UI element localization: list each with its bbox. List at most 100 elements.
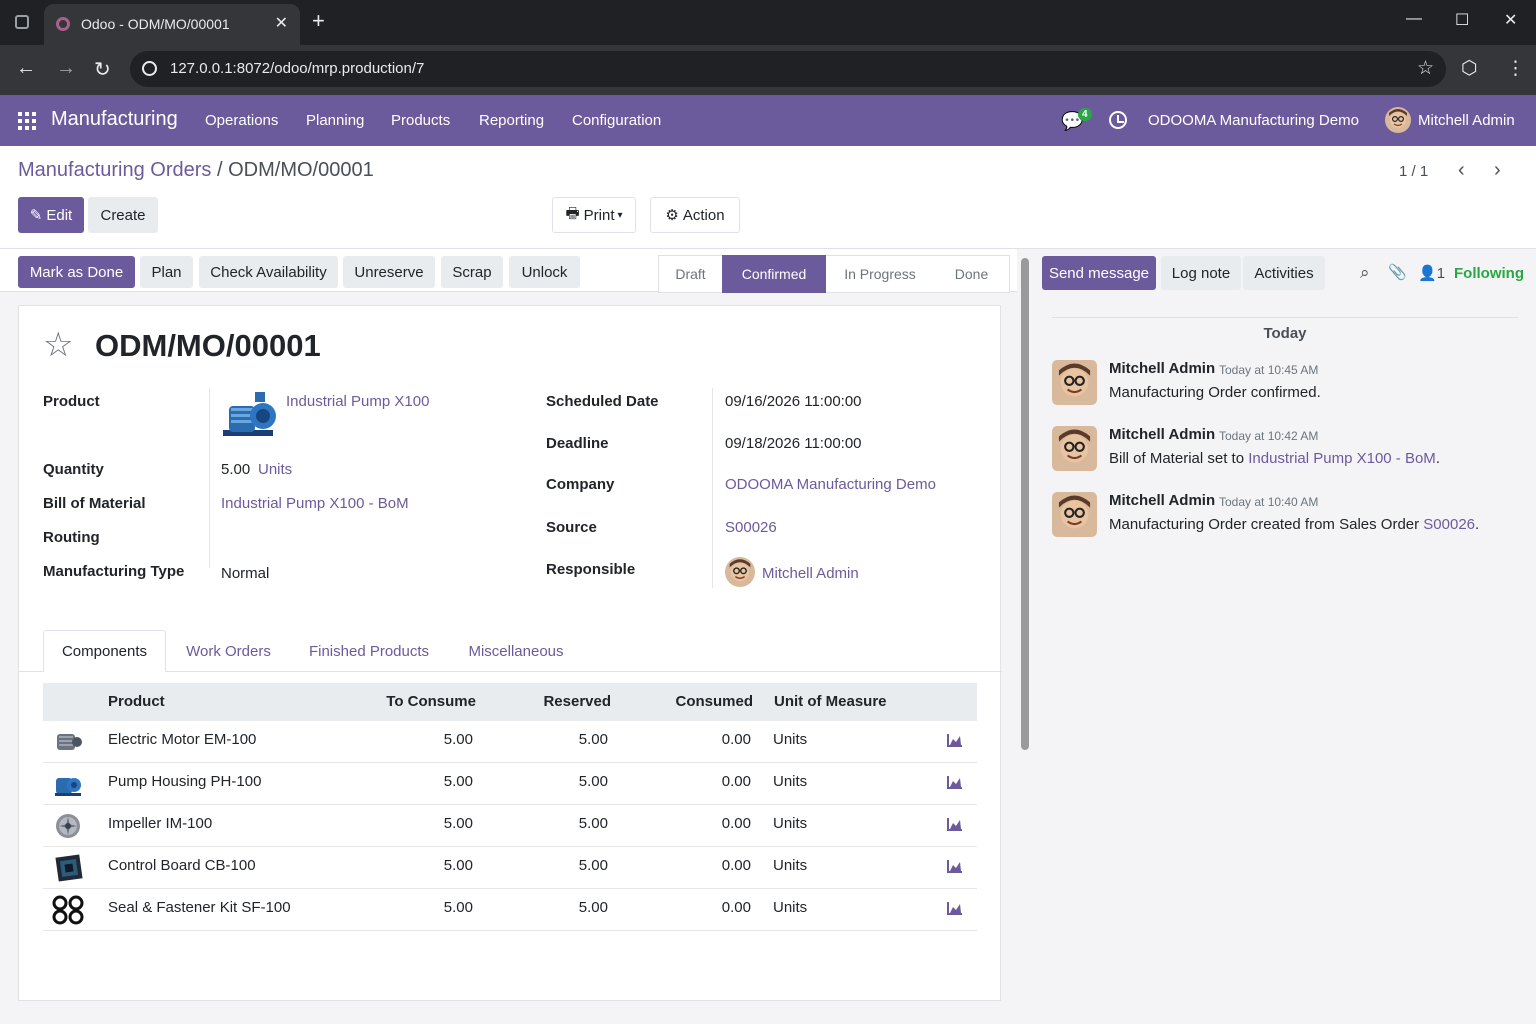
product-image[interactable] bbox=[221, 390, 277, 442]
menu-operations[interactable]: Operations bbox=[205, 112, 279, 129]
col-to-consume[interactable]: To Consume bbox=[386, 693, 476, 710]
url-text: 127.0.0.1:8072/odoo/mrp.production/7 bbox=[170, 60, 425, 77]
forecast-chart-icon[interactable] bbox=[947, 859, 963, 873]
minimize-icon[interactable]: — bbox=[1406, 10, 1422, 27]
table-row[interactable]: Seal & Fastener Kit SF-100 5.00 5.00 0.0… bbox=[43, 889, 977, 931]
forecast-chart-icon[interactable] bbox=[947, 901, 963, 915]
pager-value[interactable]: 1 / 1 bbox=[1399, 163, 1429, 180]
table-row[interactable]: Impeller IM-100 5.00 5.00 0.00 Units bbox=[43, 805, 977, 847]
message-source-link[interactable]: S00026 bbox=[1423, 516, 1476, 533]
following-button[interactable]: Following bbox=[1454, 265, 1524, 282]
plan-button[interactable]: Plan bbox=[140, 256, 193, 288]
activity-clock-icon[interactable] bbox=[1109, 111, 1127, 129]
product-link[interactable]: Industrial Pump X100 bbox=[286, 393, 430, 410]
product-name: Impeller IM-100 bbox=[108, 815, 213, 832]
col-unit-of-measure[interactable]: Unit of Measure bbox=[774, 693, 887, 710]
bom-link[interactable]: Industrial Pump X100 - BoM bbox=[221, 495, 409, 512]
company-link[interactable]: ODOOMA Manufacturing Demo bbox=[725, 476, 936, 493]
message-author[interactable]: Mitchell Admin bbox=[1109, 360, 1216, 377]
favorite-star-icon[interactable]: ☆ bbox=[43, 326, 74, 364]
menu-products[interactable]: Products bbox=[391, 112, 451, 129]
menu-configuration[interactable]: Configuration bbox=[572, 112, 662, 129]
extensions-icon[interactable]: ⬡ bbox=[1461, 58, 1478, 79]
activities-button[interactable]: Activities bbox=[1243, 256, 1325, 290]
create-label: Create bbox=[100, 206, 146, 224]
create-button[interactable]: Create bbox=[88, 197, 158, 233]
pager-next-icon[interactable]: › bbox=[1494, 159, 1501, 181]
tab-work-orders[interactable]: Work Orders bbox=[186, 642, 271, 660]
app-name[interactable]: Manufacturing bbox=[51, 108, 178, 130]
message-author[interactable]: Mitchell Admin bbox=[1109, 492, 1216, 509]
message-time: Today at 10:45 AM bbox=[1219, 363, 1319, 377]
table-row[interactable]: Pump Housing PH-100 5.00 5.00 0.00 Units bbox=[43, 763, 977, 805]
unlock-button[interactable]: Unlock bbox=[509, 256, 580, 288]
table-row[interactable]: Control Board CB-100 5.00 5.00 0.00 Unit… bbox=[43, 847, 977, 889]
search-icon[interactable]: ⌕ bbox=[1360, 263, 1370, 282]
breadcrumb-parent[interactable]: Manufacturing Orders bbox=[18, 159, 212, 181]
tab-search-icon[interactable] bbox=[15, 15, 29, 29]
message-text: Bill of Material set to bbox=[1109, 450, 1249, 467]
action-dropdown[interactable]: ⚙ Action bbox=[650, 197, 740, 233]
col-reserved[interactable]: Reserved bbox=[543, 693, 611, 710]
browser-menu-icon[interactable]: ⋮ bbox=[1506, 58, 1525, 79]
menu-planning[interactable]: Planning bbox=[306, 112, 365, 129]
messaging-icon[interactable]: 💬 bbox=[1061, 111, 1084, 131]
quantity-value[interactable]: 5.00 bbox=[221, 461, 251, 478]
form-scrollbar-thumb[interactable] bbox=[1021, 258, 1029, 750]
author-avatar[interactable] bbox=[1052, 426, 1097, 471]
apps-menu-icon[interactable] bbox=[18, 112, 36, 130]
bookmark-star-icon[interactable]: ☆ bbox=[1416, 58, 1434, 79]
forward-icon[interactable]: → bbox=[56, 57, 76, 79]
scheduled-date-value[interactable]: 09/16/2026 11:00:00 bbox=[725, 393, 862, 410]
author-avatar[interactable] bbox=[1052, 492, 1097, 537]
stage-draft[interactable]: Draft bbox=[658, 255, 722, 293]
followers-button[interactable]: 👤1 bbox=[1418, 264, 1445, 282]
tab-components[interactable]: Components bbox=[43, 630, 166, 672]
user-menu[interactable]: Mitchell Admin bbox=[1418, 112, 1515, 129]
user-avatar[interactable] bbox=[1385, 107, 1411, 133]
author-avatar[interactable] bbox=[1052, 360, 1097, 405]
source-link[interactable]: S00026 bbox=[725, 519, 777, 536]
housing-icon bbox=[55, 778, 81, 796]
tab-miscellaneous[interactable]: Miscellaneous bbox=[468, 642, 564, 660]
col-product[interactable]: Product bbox=[108, 693, 165, 710]
stage-confirmed[interactable]: Confirmed bbox=[722, 255, 826, 293]
mark-as-done-button[interactable]: Mark as Done bbox=[18, 256, 135, 288]
stage-in-progress[interactable]: In Progress bbox=[826, 255, 934, 293]
message-author[interactable]: Mitchell Admin bbox=[1109, 426, 1216, 443]
send-message-button[interactable]: Send message bbox=[1042, 256, 1156, 290]
forecast-chart-icon[interactable] bbox=[947, 775, 963, 789]
deadline-value[interactable]: 09/18/2026 11:00:00 bbox=[725, 435, 862, 452]
table-row[interactable]: Electric Motor EM-100 5.00 5.00 0.00 Uni… bbox=[43, 721, 977, 763]
manufacturing-type-value[interactable]: Normal bbox=[221, 565, 270, 582]
browser-tab[interactable]: Odoo - ODM/MO/00001 ✕ bbox=[44, 4, 300, 45]
message-bom-link[interactable]: Industrial Pump X100 - BoM bbox=[1248, 450, 1436, 467]
maximize-icon[interactable]: ☐ bbox=[1455, 12, 1470, 29]
company-switcher[interactable]: ODOOMA Manufacturing Demo bbox=[1148, 112, 1359, 129]
print-dropdown[interactable]: 🖶 Print ▾ bbox=[552, 197, 636, 233]
tab-close-icon[interactable]: ✕ bbox=[274, 15, 288, 32]
site-info-icon[interactable] bbox=[142, 61, 157, 76]
window-close-icon[interactable]: ✕ bbox=[1504, 12, 1518, 29]
pager-previous-icon[interactable]: ‹ bbox=[1458, 159, 1465, 181]
deadline-label: Deadline bbox=[546, 435, 609, 452]
responsible-avatar bbox=[725, 557, 755, 587]
responsible-link[interactable]: Mitchell Admin bbox=[762, 565, 859, 582]
address-bar[interactable]: 127.0.0.1:8072/odoo/mrp.production/7 ☆ bbox=[130, 51, 1446, 87]
stage-done[interactable]: Done bbox=[934, 255, 1010, 293]
forecast-chart-icon[interactable] bbox=[947, 733, 963, 747]
new-tab-icon[interactable]: + bbox=[312, 8, 325, 33]
back-icon[interactable]: ← bbox=[16, 57, 36, 79]
unreserve-button[interactable]: Unreserve bbox=[343, 256, 435, 288]
menu-reporting[interactable]: Reporting bbox=[479, 112, 545, 129]
scrap-button[interactable]: Scrap bbox=[441, 256, 503, 288]
tab-finished-products[interactable]: Finished Products bbox=[308, 642, 430, 660]
check-availability-button[interactable]: Check Availability bbox=[199, 256, 338, 288]
log-note-button[interactable]: Log note bbox=[1161, 256, 1241, 290]
quantity-uom[interactable]: Units bbox=[258, 461, 293, 478]
edit-button[interactable]: ✎ Edit bbox=[18, 197, 84, 233]
paperclip-icon[interactable]: 📎 bbox=[1388, 264, 1407, 281]
reload-icon[interactable]: ↻ bbox=[94, 59, 111, 81]
col-consumed[interactable]: Consumed bbox=[675, 693, 753, 710]
forecast-chart-icon[interactable] bbox=[947, 817, 963, 831]
